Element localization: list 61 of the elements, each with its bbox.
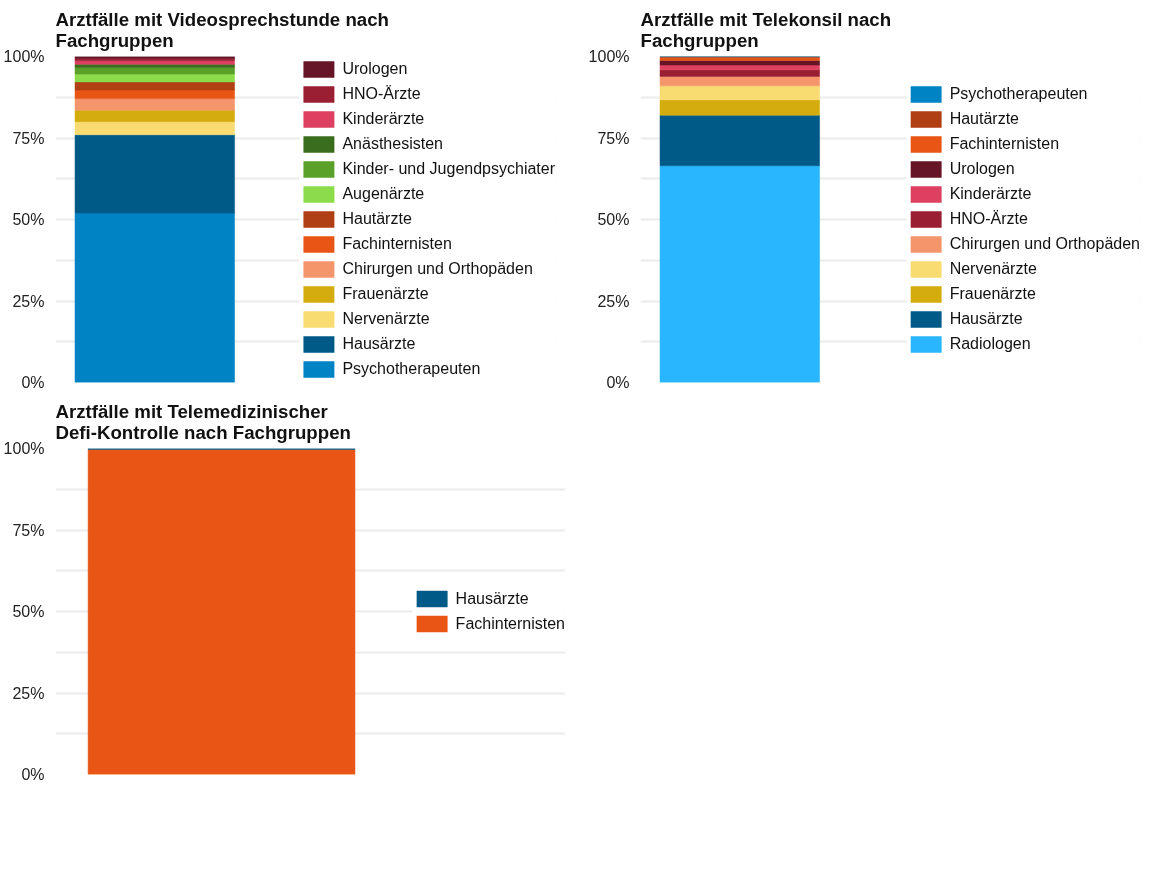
y-tick-label: 0% — [21, 374, 45, 391]
legend-label: Radiologen — [949, 335, 1031, 353]
y-tick-label: 75% — [597, 129, 630, 147]
legend-label: Urologen — [949, 160, 1015, 178]
y-tick-label: 0% — [21, 766, 45, 783]
legend-label: Urologen — [342, 60, 408, 78]
y-tick-label: 100% — [588, 48, 630, 65]
legend-label: HNO-Ärzte — [342, 85, 421, 103]
bar — [74, 60, 235, 65]
legend-label: Kinder- und Jugendpsychiater — [342, 160, 555, 178]
y-tick-label: 50% — [597, 211, 630, 228]
legend-label: Hausärzte — [455, 589, 529, 608]
legend-label: Chirurgen und Orthopäden — [342, 260, 533, 278]
legend-label: Fachinternisten — [949, 135, 1060, 153]
bar — [659, 99, 820, 116]
legend-label: HNO-Ärzte — [949, 210, 1028, 228]
bar — [74, 134, 235, 214]
bar — [659, 85, 820, 101]
chart-title: Arztfälle mit Telekonsil nach Fachgruppen — [640, 8, 892, 51]
legend-label: Hausärzte — [949, 310, 1023, 328]
legend-label: Nervenärzte — [342, 310, 430, 328]
bar — [659, 165, 820, 383]
chart-title: Arztfälle mit Telemedizinischer Defi-Kontrolle nach Fachgruppen — [55, 400, 351, 443]
bar — [659, 114, 820, 166]
y-tick-label: 75% — [12, 521, 45, 539]
legend-label: Kinderärzte — [949, 185, 1032, 203]
bar — [659, 60, 820, 66]
bar — [74, 67, 235, 75]
legend-label: Frauenärzte — [342, 285, 429, 303]
y-tick-label: 50% — [12, 211, 45, 228]
y-tick-label: 100% — [3, 48, 45, 65]
bar — [74, 89, 235, 99]
legend-label: Psychotherapeuten — [342, 360, 481, 378]
y-tick-label: 75% — [12, 129, 45, 147]
y-tick-label: 50% — [12, 603, 45, 620]
bar — [74, 110, 235, 122]
bar — [659, 64, 820, 71]
y-tick-label: 25% — [597, 292, 630, 310]
legend-label: Hautärzte — [949, 110, 1020, 128]
bar — [74, 73, 235, 83]
y-tick-label: 0% — [606, 374, 630, 391]
legend-label: Hautärzte — [342, 210, 412, 228]
legend-label: Hausärzte — [342, 335, 416, 353]
bar — [659, 76, 820, 87]
bar — [74, 98, 235, 111]
bar — [74, 212, 235, 383]
legend-label: Psychotherapeuten — [949, 85, 1088, 103]
legend-label: Fachinternisten — [342, 235, 452, 253]
chart-title: Arztfälle mit Videosprechstunde nach Fachgruppen — [55, 8, 389, 51]
legend-label: Frauenärzte — [949, 285, 1036, 303]
y-tick-label: 25% — [12, 684, 45, 702]
legend-label: Fachinternisten — [455, 614, 565, 633]
legend-label: Augenärzte — [342, 185, 425, 203]
y-tick-label: 25% — [12, 292, 45, 310]
legend-label: Nervenärzte — [949, 260, 1037, 278]
y-tick-label: 100% — [3, 440, 45, 457]
legend-label: Kinderärzte — [342, 110, 425, 128]
bar — [74, 81, 235, 91]
legend-label: Anästhesisten — [342, 135, 443, 153]
bar — [74, 121, 235, 135]
legend-label: Chirurgen und Orthopäden — [949, 235, 1140, 253]
